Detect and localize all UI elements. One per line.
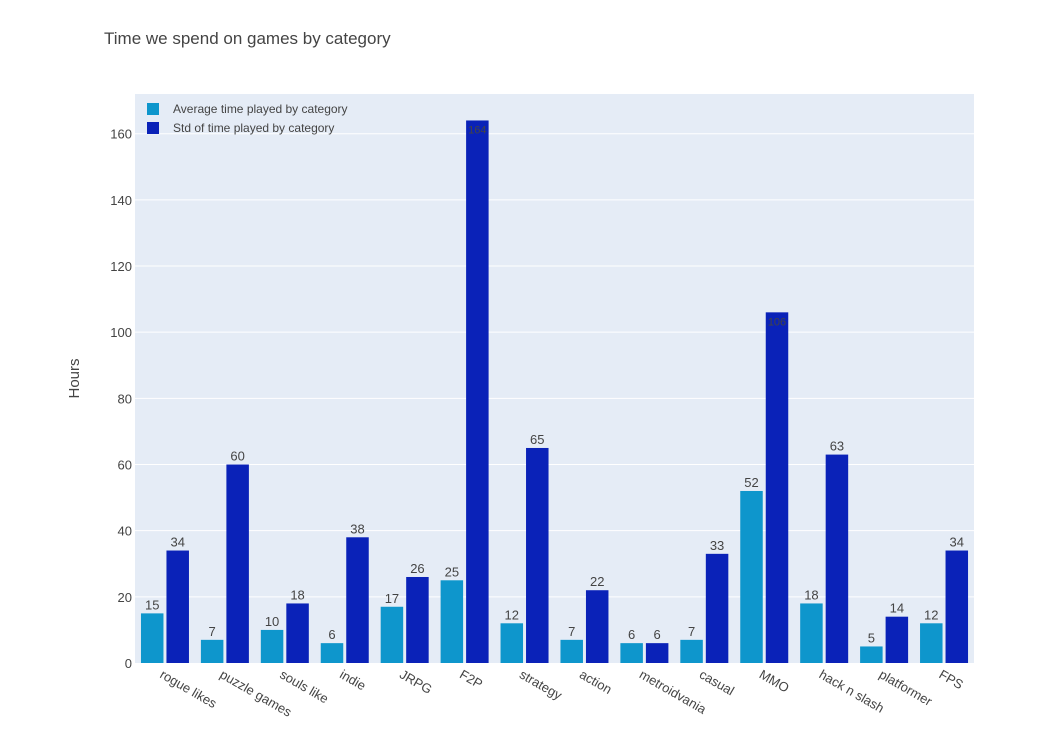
legend-label: Std of time played by category [173, 121, 334, 135]
bar[interactable] [825, 454, 849, 663]
data-label: 5 [868, 630, 875, 645]
bar[interactable] [440, 580, 464, 663]
y-tick-label: 100 [110, 325, 132, 340]
bar[interactable] [526, 447, 549, 663]
data-label: 14 [890, 601, 904, 616]
y-tick-label: 140 [110, 193, 132, 208]
data-label: 33 [710, 538, 724, 553]
data-label: 6 [328, 627, 335, 642]
bar[interactable] [680, 639, 703, 663]
data-label: 34 [170, 535, 184, 550]
data-label: 6 [628, 627, 635, 642]
bar[interactable] [765, 312, 789, 663]
x-tick-label: casual [697, 667, 737, 699]
bar[interactable] [226, 464, 249, 663]
x-tick-label: F2P [457, 667, 485, 692]
data-label: 7 [568, 624, 575, 639]
data-label: 38 [350, 521, 364, 536]
bar[interactable] [500, 623, 524, 663]
legend-item[interactable]: Average time played by category [147, 102, 348, 116]
data-label: 60 [230, 449, 244, 464]
data-label: 164 [468, 124, 486, 136]
bar[interactable] [406, 576, 429, 663]
legend-swatch [147, 103, 159, 115]
y-tick-label: 0 [125, 656, 132, 671]
bar[interactable] [705, 553, 729, 663]
x-tick-label: souls like [277, 667, 331, 707]
x-tick-label: hack n slash [817, 667, 887, 716]
bar[interactable] [140, 613, 164, 663]
bar[interactable] [346, 537, 369, 663]
data-label: 7 [688, 624, 695, 639]
data-label: 52 [744, 475, 758, 490]
bar[interactable] [320, 643, 344, 663]
data-label: 25 [445, 564, 459, 579]
x-tick-label: strategy [517, 667, 565, 703]
bar[interactable] [560, 639, 583, 663]
y-tick-label: 80 [118, 391, 132, 406]
data-label: 106 [768, 316, 786, 328]
data-labels: 15 34 7 60 10 18 6 38 17 26 25 164 12 65 7 22 6 6 7 33 52 106… [145, 124, 964, 645]
bar[interactable] [380, 606, 404, 663]
legend-label: Average time played by category [173, 102, 348, 116]
bar[interactable] [466, 120, 489, 664]
x-tick-label: rogue likes [157, 667, 219, 712]
data-label: 15 [145, 597, 159, 612]
bar[interactable] [920, 623, 943, 663]
bar[interactable] [620, 643, 643, 663]
data-label: 6 [654, 627, 661, 642]
bar[interactable] [260, 629, 284, 663]
data-label: 65 [530, 432, 544, 447]
legend-swatch [147, 122, 159, 134]
data-label: 17 [385, 591, 399, 606]
x-tick-label: action [577, 667, 615, 697]
bar[interactable] [286, 603, 309, 663]
y-tick-label: 60 [118, 458, 132, 473]
bar[interactable] [885, 616, 909, 663]
legend-item[interactable]: Std of time played by category [147, 121, 334, 135]
data-label: 18 [804, 587, 818, 602]
data-label: 22 [590, 574, 604, 589]
data-label: 12 [924, 607, 938, 622]
chart-title: Time we spend on games by category [104, 29, 391, 48]
bar[interactable] [166, 550, 189, 663]
x-tick-label: JRPG [397, 667, 435, 697]
y-tick-label: 40 [118, 524, 132, 539]
bar[interactable] [200, 639, 224, 663]
bar[interactable] [800, 603, 823, 663]
bar[interactable] [585, 590, 609, 663]
data-label: 18 [290, 587, 304, 602]
bar[interactable] [945, 550, 969, 663]
bar[interactable] [740, 490, 763, 663]
data-label: 10 [265, 614, 279, 629]
data-label: 26 [410, 561, 424, 576]
x-tick-label: metroidvania [637, 667, 710, 718]
y-axis-ticks: 0 20 40 60 80 100 120 140 160 [110, 127, 132, 671]
y-axis-title: Hours [66, 358, 83, 398]
data-label: 63 [830, 439, 844, 454]
y-tick-label: 120 [110, 259, 132, 274]
data-label: 7 [209, 624, 216, 639]
bars [140, 120, 969, 664]
gridlines [135, 133, 974, 598]
data-label: 12 [505, 607, 519, 622]
x-tick-label: MMO [757, 667, 792, 696]
x-tick-label: FPS [937, 667, 967, 693]
bar[interactable] [645, 643, 669, 663]
y-tick-label: 20 [118, 590, 132, 605]
legend[interactable]: Average time played by category Std of ti… [147, 102, 348, 135]
y-tick-label: 160 [110, 127, 132, 142]
x-tick-label: indie [337, 667, 368, 694]
data-label: 34 [950, 535, 964, 550]
bar[interactable] [860, 646, 883, 663]
